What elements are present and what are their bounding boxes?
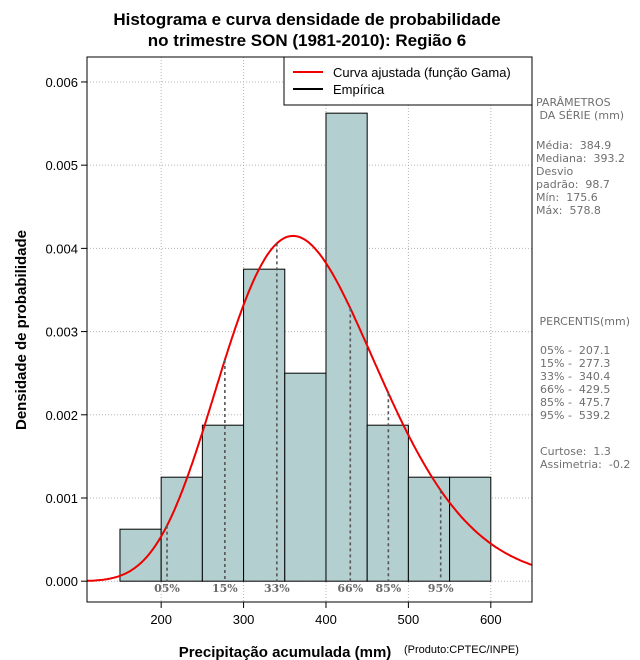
y-tick-label: 0.006 — [45, 75, 78, 90]
gamma-curve — [86, 234, 533, 582]
x-tick-label: 600 — [480, 612, 502, 627]
gamma-curve-line — [86, 234, 533, 582]
percentile-label-95: 95% — [428, 582, 454, 595]
histogram-bar-4 — [243, 268, 286, 582]
percentile-label-66: 66% — [337, 582, 363, 595]
x-tick-label: 400 — [315, 612, 337, 627]
y-tick-label: 0.001 — [45, 491, 78, 506]
histogram-bar-3 — [201, 424, 245, 582]
percentis-title: PERCENTIS(mm) — [536, 315, 630, 328]
histogram-bars — [119, 112, 492, 582]
y-axis-label: Densidade de probabilidade — [13, 230, 30, 430]
legend-label-gamma: Curva ajustada (função Gama) — [333, 65, 511, 80]
histogram-bar-6 — [325, 112, 368, 582]
chart-title-line-2: no trimestre SON (1981-2010): Região 6 — [148, 31, 466, 50]
histogram-bar-9 — [449, 476, 492, 582]
legend: Curva ajustada (função Gama) Empírica — [283, 56, 533, 106]
y-tick-label: 0.004 — [45, 241, 78, 256]
percentile-label-15: 15% — [212, 582, 238, 595]
percentile-label-85: 85% — [375, 582, 401, 595]
y-tick-label: 0.003 — [45, 325, 78, 340]
x-tick-label: 300 — [233, 612, 255, 627]
y-tick-label: 0.005 — [45, 158, 78, 173]
y-tick-label: 0.002 — [45, 408, 78, 423]
histogram-bar-5 — [284, 372, 327, 582]
params-title: PARÂMETROS DA SÉRIE (mm) — [536, 96, 625, 122]
params-values: Média: 384.9 Mediana: 393.2 Desvio padrã… — [536, 139, 625, 217]
percentile-label-33: 33% — [264, 582, 290, 595]
credit-label: (Produto:CPTEC/INPE) — [404, 644, 519, 656]
legend-label-empirica: Empírica — [333, 82, 385, 97]
chart-title-line-1: Histograma e curva densidade de probabil… — [113, 10, 500, 29]
distribution-stats: Curtose: 1.3 Assimetria: -0.2 — [540, 445, 631, 471]
y-tick-label: 0.000 — [45, 574, 78, 589]
percentis-values: 05% - 207.1 15% - 277.3 33% - 340.4 66% … — [540, 344, 611, 422]
axes: 200 300 400 500 600 0.000 0.001 0.002 0.003 0.004… — [45, 75, 501, 627]
percentile-label-05: 05% — [154, 582, 180, 595]
percentile-lines: 05% 15% 33% 66% 85% 95% — [154, 243, 454, 595]
x-axis-label: Precipitação acumulada (mm) — [179, 644, 392, 660]
x-tick-label: 500 — [398, 612, 420, 627]
x-tick-label: 200 — [150, 612, 172, 627]
legend-box — [283, 56, 533, 106]
